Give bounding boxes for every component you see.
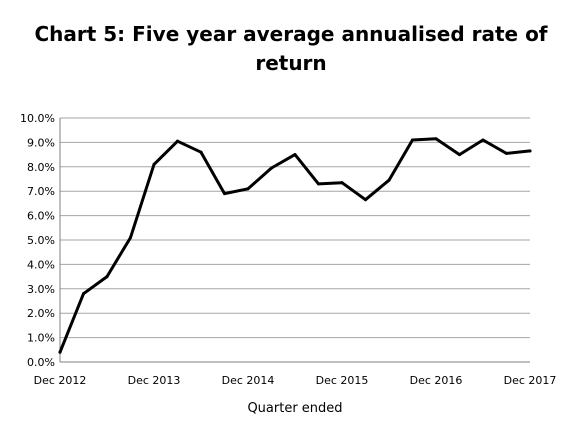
data-point (199, 150, 203, 154)
axes (59, 118, 530, 363)
y-tick-label: 4.0% (27, 258, 55, 271)
x-tick-label: Dec 2012 (34, 374, 87, 387)
data-point (246, 187, 250, 191)
data-point (176, 139, 179, 143)
data-point (434, 137, 438, 141)
x-tick-label: Dec 2013 (128, 374, 181, 387)
y-axis-tick-labels: 0.0% 1.0% 2.0% 3.0% 4.0% 5.0% 6.0% 7.0% 8.0% 9.0%… (20, 112, 55, 369)
data-point (82, 292, 85, 296)
data-point (270, 166, 273, 170)
x-tick-label: Dec 2017 (504, 374, 557, 387)
data-point (105, 275, 109, 279)
series-layer (58, 137, 532, 354)
y-tick-label: 3.0% (27, 283, 55, 296)
chart-title-line-2: return (255, 51, 327, 75)
data-point (364, 198, 367, 202)
data-point (317, 182, 320, 186)
data-point (481, 138, 485, 142)
y-tick-label: 0.0% (27, 356, 55, 369)
x-tick-label: Dec 2016 (410, 374, 463, 387)
data-point (411, 138, 414, 142)
data-point (293, 153, 297, 157)
chart-title-line-1: Chart 5: Five year average annualised ra… (34, 22, 548, 46)
gridlines (60, 117, 530, 339)
data-point (58, 350, 62, 354)
data-point (223, 192, 226, 196)
x-axis-tick-labels: Dec 2012 Dec 2013 Dec 2014 Dec 2015 Dec 2016… (34, 374, 557, 387)
x-axis-title: Quarter ended (247, 401, 342, 416)
x-tick-label: Dec 2014 (222, 374, 275, 387)
y-tick-label: 1.0% (27, 332, 55, 345)
data-point (129, 236, 132, 240)
y-tick-label: 9.0% (27, 136, 55, 149)
data-point (528, 149, 532, 153)
y-tick-label: 10.0% (20, 112, 55, 125)
series-line (58, 137, 532, 354)
data-point (340, 181, 344, 185)
data-point (387, 178, 391, 182)
y-tick-label: 8.0% (27, 161, 55, 174)
data-point (458, 153, 461, 157)
x-tick-label: Dec 2015 (316, 374, 369, 387)
y-tick-label: 7.0% (27, 185, 55, 198)
data-point (152, 162, 156, 166)
chart-title: Chart 5: Five year average annualised ra… (0, 20, 582, 78)
data-point (505, 151, 508, 155)
y-tick-label: 6.0% (27, 210, 55, 223)
y-tick-label: 2.0% (27, 307, 55, 320)
y-tick-label: 5.0% (27, 234, 55, 247)
